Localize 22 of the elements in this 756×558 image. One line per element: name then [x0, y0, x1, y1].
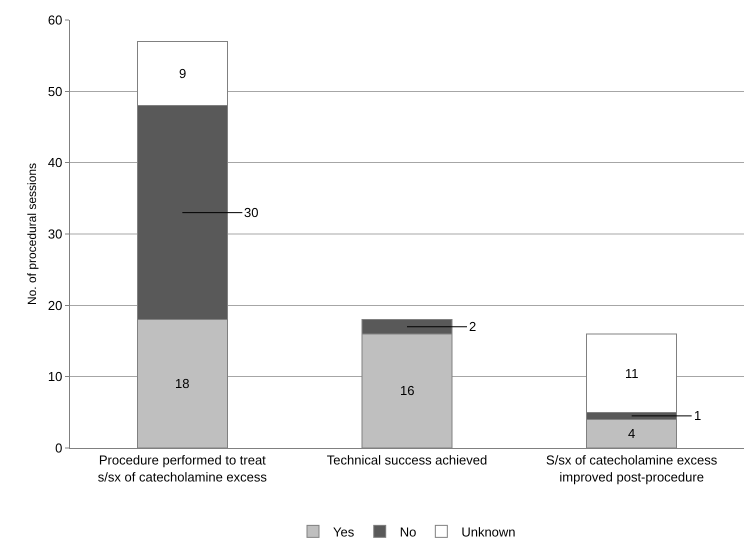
data-label: 30: [244, 205, 258, 220]
y-tick-label: 20: [48, 298, 62, 313]
y-tick-label: 50: [48, 84, 62, 99]
x-tick-label: Procedure performed to treat s/sx of catecholamine excess: [98, 452, 268, 484]
x-tick-label: S/sx of catecholamine excess improved post-procedure: [546, 452, 718, 484]
y-tick-label: 60: [48, 12, 62, 28]
data-label: 1: [694, 408, 702, 423]
data-label: 11: [625, 366, 638, 381]
x-tick-label: Technical success achieved: [326, 452, 488, 468]
data-label: 4: [628, 426, 636, 441]
y-tick-label: 0: [55, 440, 62, 456]
y-tick-label: 10: [48, 369, 62, 384]
legend-label: Unknown: [461, 524, 516, 540]
y-tick-label: 40: [48, 155, 62, 170]
data-label: 16: [400, 383, 414, 398]
data-label: 2: [469, 319, 476, 334]
y-tick-label: 30: [48, 226, 62, 242]
data-label: 18: [175, 376, 190, 391]
legend-label: Yes: [333, 524, 355, 540]
data-label: 9: [179, 66, 186, 81]
y-axis-title: No. of procedural sessions: [25, 162, 39, 306]
legend-label: No: [400, 524, 416, 540]
